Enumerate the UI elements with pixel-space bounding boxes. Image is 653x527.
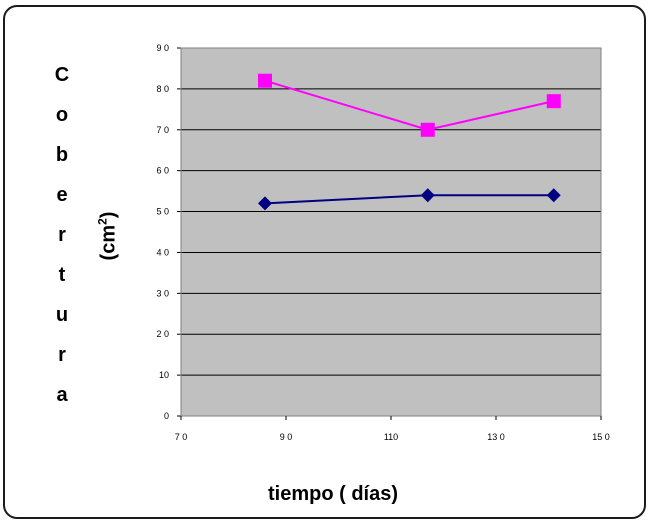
- x-tick-label: 7 0: [175, 432, 188, 442]
- y-axis-label-letter: t: [58, 264, 66, 286]
- y-axis-label-letter: u: [55, 304, 69, 326]
- y-tick-label: 10: [159, 370, 169, 380]
- data-point-diamond: [258, 196, 272, 211]
- plot-area: [181, 48, 601, 416]
- y-axis-label-letter: b: [55, 144, 69, 166]
- y-tick-label: 4 0: [156, 247, 169, 257]
- y-tick-label: 0: [164, 411, 169, 421]
- x-tick-label: 15 0: [592, 432, 610, 442]
- x-tick-label: 110: [384, 432, 398, 442]
- x-tick-label: 9 0: [280, 432, 293, 442]
- data-point-diamond: [420, 188, 435, 203]
- y-tick-label: 3 0: [156, 288, 169, 298]
- y-tick-label: 7 0: [156, 125, 169, 135]
- y-tick-labels: 0 10 2 0 3 0 4 0 5 0 6 0 7 0 8 0 9 0: [156, 43, 169, 421]
- y-axis-label-letter: r: [58, 224, 66, 246]
- x-tick-label: 13 0: [487, 432, 505, 442]
- y-axis-label-letter: e: [56, 184, 68, 206]
- data-point-square: [420, 122, 435, 137]
- y-tick-label: 8 0: [156, 84, 169, 94]
- y-tick-label: 9 0: [156, 43, 169, 53]
- gridlines: [177, 47, 601, 417]
- y-axis-label-letter: a: [56, 384, 68, 406]
- series-layer: [258, 73, 561, 211]
- y-tick-label: 2 0: [156, 329, 169, 339]
- y-tick-label: 6 0: [156, 166, 169, 176]
- x-tick-labels: 7 0 9 0 110 13 0 15 0: [175, 416, 610, 442]
- data-point-square: [258, 73, 272, 88]
- y-axis-label-letter: r: [58, 344, 66, 366]
- data-point-square: [546, 94, 561, 109]
- data-point-diamond: [546, 188, 561, 203]
- y-axis-label-letter: o: [55, 104, 69, 126]
- y-tick-label: 5 0: [156, 207, 169, 217]
- y-axis-label-letter: C: [54, 64, 70, 86]
- x-axis-label: tiempo ( días): [268, 483, 399, 505]
